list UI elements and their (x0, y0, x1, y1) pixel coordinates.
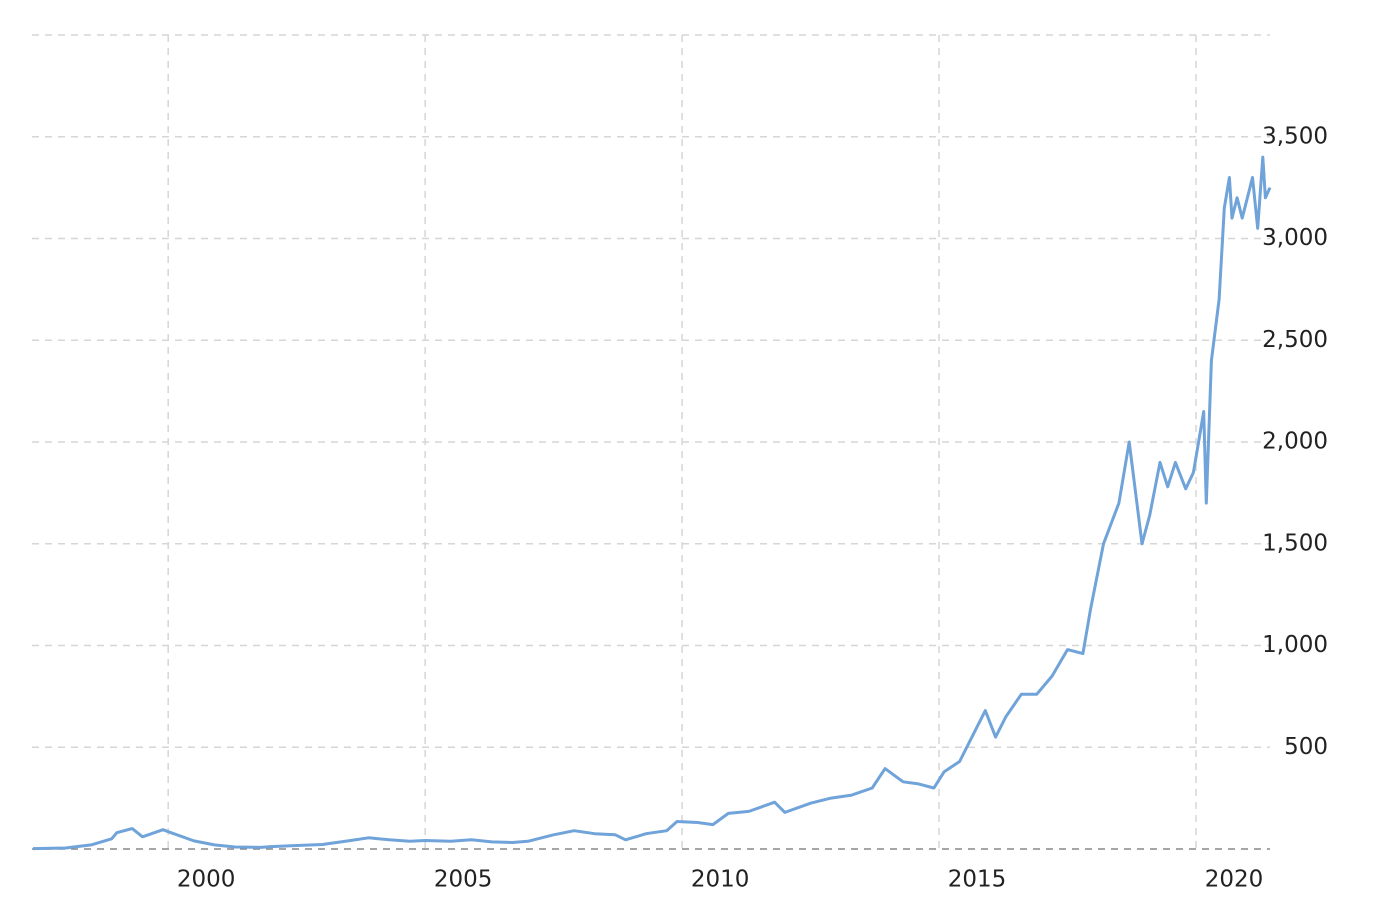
x-tick-label: 2005 (434, 867, 493, 893)
x-tick-label: 2000 (177, 867, 236, 893)
x-tick-label: 2015 (948, 867, 1007, 893)
y-tick-label: 500 (1284, 734, 1328, 760)
y-tick-label: 2,500 (1262, 327, 1328, 353)
y-tick-label: 1,000 (1262, 632, 1328, 658)
y-tick-label: 1,500 (1262, 530, 1328, 556)
price-line (32, 155, 1272, 851)
x-tick-label: 2020 (1205, 867, 1264, 893)
y-tick-label: 3,500 (1262, 123, 1328, 149)
y-tick-label: 2,000 (1262, 429, 1328, 455)
x-tick-label: 2010 (691, 867, 750, 893)
y-tick-label: 3,000 (1262, 225, 1328, 251)
